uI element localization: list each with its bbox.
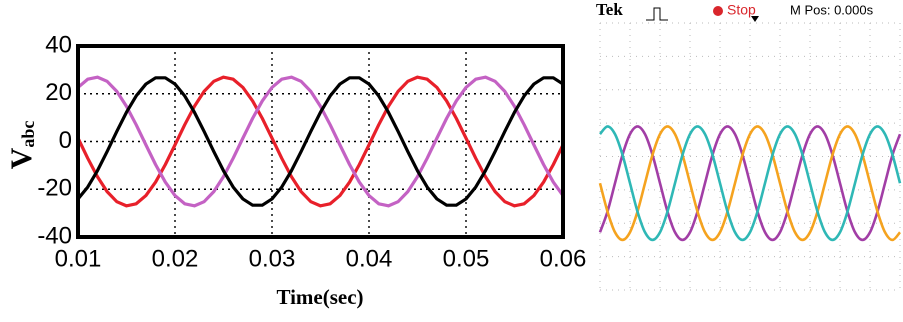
scope-status: Stop bbox=[727, 2, 756, 18]
figure: Tek Stop M Pos: 0.000s Vabc Time(sec) 40… bbox=[0, 0, 903, 322]
y-axis-label: Vabc bbox=[5, 121, 38, 170]
x-tick-label: 0.05 bbox=[443, 245, 490, 272]
page: {"chart_data": [ {"type": "line", "xlabe… bbox=[0, 0, 903, 322]
y-tick-label: 20 bbox=[45, 79, 72, 106]
scope-brand: Tek bbox=[596, 0, 623, 19]
y-tick-label: 0 bbox=[59, 127, 72, 154]
y-label-subscript: abc bbox=[18, 121, 38, 148]
scope-screen-bg bbox=[593, 0, 903, 290]
run-indicator bbox=[713, 6, 723, 16]
x-tick-label: 0.01 bbox=[55, 245, 102, 272]
y-label-main: V bbox=[5, 147, 38, 169]
y-tick-label: -20 bbox=[37, 175, 72, 202]
x-tick-label: 0.04 bbox=[346, 245, 393, 272]
y-tick-label: 40 bbox=[45, 31, 72, 58]
x-axis-label: Time(sec) bbox=[276, 285, 363, 309]
scope-position: M Pos: 0.000s bbox=[790, 2, 874, 17]
plot-area bbox=[78, 46, 563, 237]
x-tick-label: 0.06 bbox=[540, 245, 587, 272]
x-tick-label: 0.02 bbox=[152, 245, 199, 272]
x-tick-label: 0.03 bbox=[249, 245, 296, 272]
